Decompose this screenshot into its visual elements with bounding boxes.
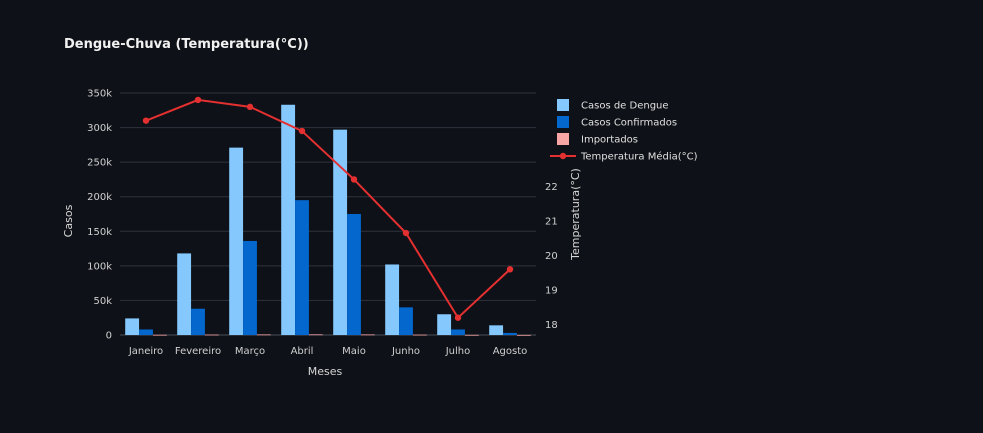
y2-tick-label: 21 <box>545 216 558 227</box>
legend-marker <box>559 152 567 160</box>
y-tick-label: 150k <box>87 227 112 238</box>
y-tick-label: 250k <box>87 158 112 169</box>
bar[interactable] <box>516 334 531 336</box>
line-point[interactable] <box>194 96 202 104</box>
bar[interactable] <box>347 214 361 335</box>
legend-item[interactable]: Importados <box>557 133 638 146</box>
x-axis-ticks: Janeiro Fevereiro Março Abril Maio Junho Julho… <box>128 346 527 357</box>
line-series <box>145 98 511 320</box>
x-tick-label: Janeiro <box>128 346 163 357</box>
x-tick-label: Fevereiro <box>175 346 221 357</box>
legend-label: Casos de Dengue <box>581 101 669 112</box>
y2-tick-label: 18 <box>545 320 558 331</box>
bar[interactable] <box>177 253 192 335</box>
y-axis-ticks: 0 50k 100k 150k 200k 250k 300k 350k <box>87 89 112 342</box>
bar[interactable] <box>191 308 205 335</box>
bar[interactable] <box>437 314 452 335</box>
bar[interactable] <box>229 147 244 335</box>
legend-label: Temperatura Média(°C) <box>580 151 698 163</box>
legend-swatch <box>557 116 569 128</box>
y2-axis-ticks: 18 19 20 21 22 <box>545 182 558 331</box>
bar[interactable] <box>412 334 427 336</box>
x-tick-label: Março <box>235 346 265 357</box>
y2-tick-label: 22 <box>545 182 558 193</box>
legend-label: Casos Confirmados <box>581 118 677 129</box>
x-tick-label: Julho <box>445 346 471 357</box>
y-tick-label: 100k <box>87 261 112 272</box>
line-point[interactable] <box>402 229 410 237</box>
bar[interactable] <box>256 334 271 336</box>
bar[interactable] <box>385 264 400 335</box>
y2-axis-title: Temperatura(°C) <box>569 168 582 261</box>
bar[interactable] <box>451 329 465 335</box>
chart-title: Dengue-Chuva (Temperatura(°C)) <box>64 37 309 52</box>
y-axis-title: Casos <box>62 204 75 237</box>
bar[interactable] <box>399 307 413 335</box>
line-point[interactable] <box>142 117 150 124</box>
y-tick-label: 350k <box>87 89 112 100</box>
bar[interactable] <box>464 334 479 336</box>
legend-swatch <box>557 99 569 111</box>
line-point[interactable] <box>454 314 462 321</box>
bar[interactable] <box>503 332 517 335</box>
bar[interactable] <box>308 334 323 336</box>
x-axis-title: Meses <box>308 365 343 378</box>
y-tick-label: 0 <box>106 331 112 342</box>
y2-tick-label: 19 <box>545 286 558 297</box>
bar[interactable] <box>489 325 504 335</box>
legend-item[interactable]: Temperatura Média(°C) <box>550 151 698 163</box>
legend-item[interactable]: Casos Confirmados <box>557 116 677 129</box>
line-point[interactable] <box>506 266 514 273</box>
y-tick-label: 50k <box>93 296 112 307</box>
bar[interactable] <box>295 200 309 335</box>
bar[interactable] <box>204 334 219 336</box>
x-tick-label: Maio <box>342 346 366 357</box>
legend-item[interactable]: Casos de Dengue <box>557 99 669 112</box>
x-tick-label: Junho <box>391 346 420 357</box>
legend-label: Importados <box>581 135 638 146</box>
legend-swatch <box>557 133 569 145</box>
line-point[interactable] <box>246 103 254 111</box>
bar[interactable] <box>281 104 296 335</box>
bar[interactable] <box>243 240 257 335</box>
y-tick-label: 300k <box>87 123 112 134</box>
bar[interactable] <box>333 129 348 335</box>
line-point[interactable] <box>350 176 358 183</box>
x-tick-label: Abril <box>291 346 314 357</box>
bars <box>125 104 531 336</box>
y2-tick-label: 20 <box>545 251 558 262</box>
legend[interactable]: Casos de Dengue Casos Confirmados Importad… <box>550 99 698 163</box>
x-tick-label: Agosto <box>493 346 528 357</box>
temperature-line <box>142 96 514 321</box>
bar[interactable] <box>125 318 140 335</box>
bar[interactable] <box>139 329 153 335</box>
bar[interactable] <box>152 334 167 336</box>
y-tick-label: 200k <box>87 192 112 203</box>
bar[interactable] <box>360 334 375 336</box>
line-point[interactable] <box>298 127 306 135</box>
